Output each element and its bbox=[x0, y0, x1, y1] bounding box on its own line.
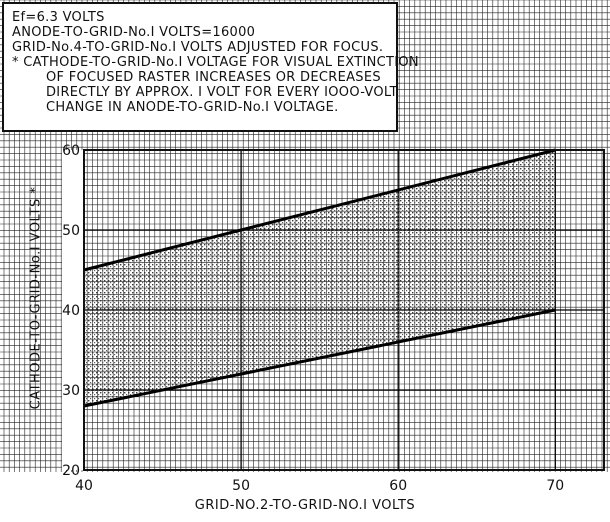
x-tick-label: 40 bbox=[75, 478, 93, 494]
note-extinction-4: CHANGE IN ANODE-TO-GRID-No.I VOLTAGE. bbox=[46, 100, 339, 115]
tick-labels: 40 50 60 70 20 30 40 50 60 bbox=[62, 143, 564, 494]
note-focus: GRID-No.4-TO-GRID-No.I VOLTS ADJUSTED FO… bbox=[12, 40, 384, 55]
note-extinction: * CATHODE-TO-GRID-No.I VOLTAGE FOR VISUA… bbox=[12, 55, 419, 70]
x-tick-label: 60 bbox=[389, 478, 407, 494]
note-heater-voltage: Ef=6.3 VOLTS bbox=[12, 10, 105, 25]
y-tick-label: 30 bbox=[62, 383, 80, 399]
x-axis-label: GRID-NO.2-TO-GRID-NO.I VOLTS bbox=[194, 498, 416, 513]
y-tick-label: 40 bbox=[62, 303, 80, 319]
plot-frame bbox=[83, 149, 605, 471]
note-extinction-2: OF FOCUSED RASTER INCREASES OR DECREASES bbox=[46, 70, 381, 85]
boundary-lines bbox=[83, 148, 556, 408]
y-tick-label: 60 bbox=[62, 143, 80, 159]
y-axis-label: CATHODE-TO-GRID-No.I VOLTS * bbox=[28, 186, 44, 410]
note-anode-voltage: ANODE-TO-GRID-No.I VOLTS=16000 bbox=[12, 25, 256, 40]
upper-boundary-line bbox=[83, 148, 556, 272]
notes-box: Ef=6.3 VOLTS ANODE-TO-GRID-No.I VOLTS=16… bbox=[2, 2, 419, 132]
band-fill bbox=[84, 150, 556, 406]
x-tick-label: 50 bbox=[232, 478, 250, 494]
note-extinction-3: DIRECTLY BY APPROX. I VOLT FOR EVERY IOO… bbox=[46, 85, 398, 100]
y-tick-label: 20 bbox=[62, 463, 80, 479]
y-tick-background bbox=[62, 150, 84, 470]
x-axis-background bbox=[0, 472, 610, 522]
y-tick-label: 50 bbox=[62, 223, 80, 239]
shaded-band bbox=[84, 150, 556, 406]
lower-boundary-line bbox=[83, 308, 556, 408]
x-tick-label: 70 bbox=[546, 478, 564, 494]
